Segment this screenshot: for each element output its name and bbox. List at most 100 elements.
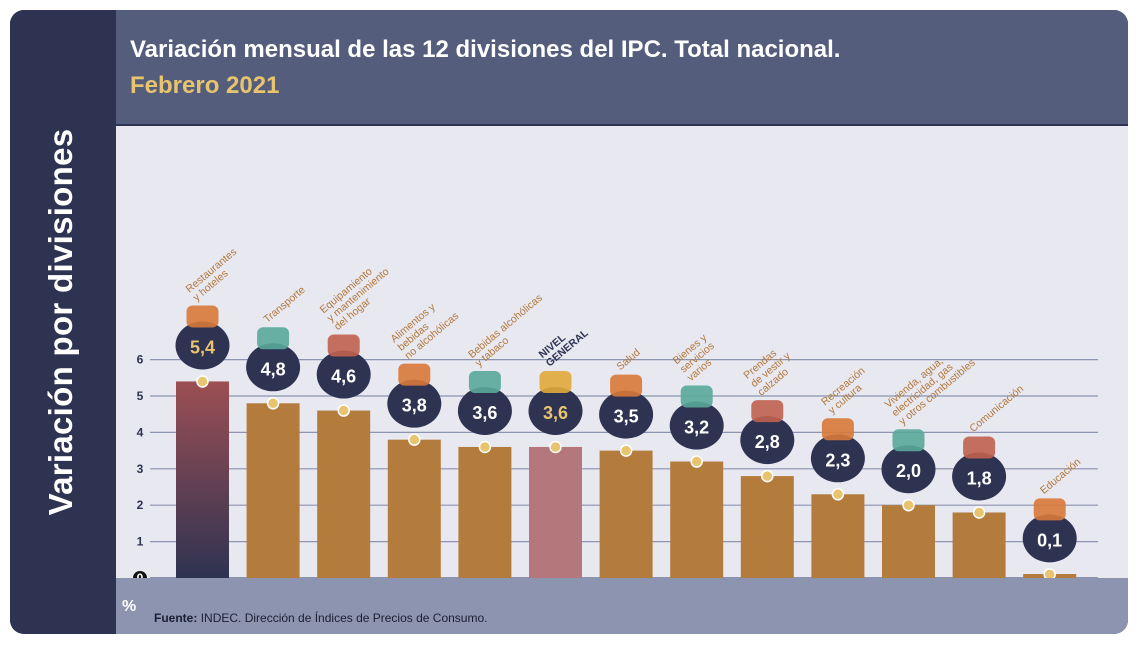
value-label: 4,6 (331, 367, 356, 387)
category-label: Alimentos ybebidasno alcohólicas (388, 293, 461, 362)
bar-top-dot (478, 440, 492, 454)
category-label: NIVELGENERAL (537, 318, 592, 369)
y-tick-label: 0 (137, 571, 144, 578)
bar (458, 446, 512, 578)
y-tick-label: 3 (137, 462, 144, 476)
bar-top-dot (266, 397, 280, 410)
value-label: 0,1 (1037, 530, 1062, 550)
sidebar-title: Variación por divisiones (42, 128, 79, 516)
washing-machine-icon (327, 334, 360, 357)
y-tick-label: 1 (137, 535, 144, 549)
category-label: Educación (1038, 456, 1083, 497)
shopping-basket-icon (539, 370, 572, 393)
value-bubble (387, 379, 442, 428)
medical-cross-icon (610, 374, 643, 397)
bar (529, 446, 582, 578)
bar-top-dot (619, 444, 633, 457)
value-bubble (246, 343, 301, 392)
bus-icon (257, 327, 290, 350)
value-label: 3,6 (472, 403, 497, 423)
ball-icon (821, 418, 854, 441)
value-bubble (881, 445, 936, 494)
value-bubble (457, 386, 512, 435)
category-label: Transporte (261, 284, 307, 326)
shirt-icon (751, 400, 784, 423)
y-tick-label: 6 (137, 353, 144, 367)
bar (387, 439, 441, 578)
bar (882, 505, 935, 578)
value-bubble (952, 452, 1007, 501)
category-label-line: Educación (1038, 456, 1083, 497)
value-label: 3,2 (684, 418, 709, 438)
bar-top-dot (337, 404, 350, 417)
category-label: Prendasde vestir ycalzado (741, 341, 800, 398)
bar-top-dot (196, 375, 209, 388)
scissors-icon (680, 385, 713, 408)
category-label: Equipamientoy mantenimientodel hogar (318, 257, 399, 333)
source-label: Fuente: (154, 611, 198, 625)
value-label: 2,8 (755, 432, 780, 452)
footer: % Fuente: INDEC. Dirección de Índices de… (116, 578, 1128, 634)
unit-label: % (122, 598, 137, 615)
category-label-line: Bebidas alcohólicas (466, 292, 545, 361)
category-label: Vivienda, agua,electricidad, gasy otros … (883, 340, 978, 428)
value-label: 2,3 (825, 450, 850, 470)
bar-top-dot (549, 440, 562, 454)
value-bubble (316, 350, 371, 399)
sidebar: Variación por divisiones (10, 10, 112, 634)
bar (317, 410, 371, 578)
y-tick-label: 4 (137, 425, 144, 439)
bar-top-dot (972, 506, 986, 519)
bar (176, 381, 229, 578)
value-bubble (810, 434, 865, 483)
bar-top-dot (761, 469, 774, 483)
value-bubble (528, 386, 583, 435)
value-label: 2,0 (896, 461, 921, 481)
chart-title: Variación mensual de las 12 divisiones d… (130, 36, 841, 63)
bar (599, 450, 653, 578)
category-label-line: Comunicación (967, 383, 1026, 435)
category-label: Restaurantesy hoteles (184, 246, 247, 304)
chart-subtitle: Febrero 2021 (130, 72, 280, 99)
category-label-line: Transporte (261, 284, 307, 326)
cutlery-icon (186, 305, 219, 328)
bar-chart: 0 1 2 3 4 5 6 5,4 Restaurantesy hoteles 4,8 Transp… (133, 246, 1098, 578)
value-bubble (175, 321, 230, 370)
book-icon (1033, 498, 1066, 521)
infographic-frame: Variación por divisiones Variación mensu… (10, 10, 1128, 634)
bar (952, 512, 1006, 578)
value-bubble (669, 401, 724, 450)
y-tick-label: 5 (137, 389, 144, 403)
value-label: 3,5 (614, 407, 639, 427)
roast-chicken-icon (398, 363, 431, 386)
source-note: Fuente: INDEC. Dirección de Índices de P… (154, 611, 487, 625)
category-label: Bebidas alcohólicasy tabaco (466, 292, 552, 369)
source-text: INDEC. Dirección de Índices de Precios d… (200, 611, 488, 625)
bar (811, 494, 865, 578)
bar-top-dot (902, 498, 915, 512)
value-label: 3,6 (543, 403, 568, 423)
bottle-icon (468, 370, 501, 393)
bar (670, 461, 724, 578)
category-label: Recreacióny cultura (819, 365, 875, 417)
value-bubble (740, 416, 795, 465)
y-tick-label: 2 (137, 498, 144, 512)
phone-icon (963, 436, 996, 459)
bar-top-dot (1043, 568, 1056, 578)
value-label: 5,4 (190, 337, 215, 357)
bar (740, 476, 794, 578)
bar (246, 403, 300, 578)
category-label: Comunicación (967, 383, 1026, 435)
value-bubble (1022, 514, 1077, 563)
value-bubble (599, 390, 654, 439)
value-label: 3,8 (402, 396, 427, 416)
value-label: 1,8 (967, 468, 992, 488)
bar-top-dot (831, 488, 845, 501)
bar-top-dot (408, 433, 421, 446)
y-zero-marker (133, 571, 147, 578)
lightbulb-icon (892, 429, 925, 452)
category-label: Bienes yserviciosvarios (671, 331, 724, 383)
bar-top-dot (690, 455, 703, 468)
value-label: 4,8 (261, 359, 286, 379)
header: Variación mensual de las 12 divisiones d… (116, 10, 1128, 124)
